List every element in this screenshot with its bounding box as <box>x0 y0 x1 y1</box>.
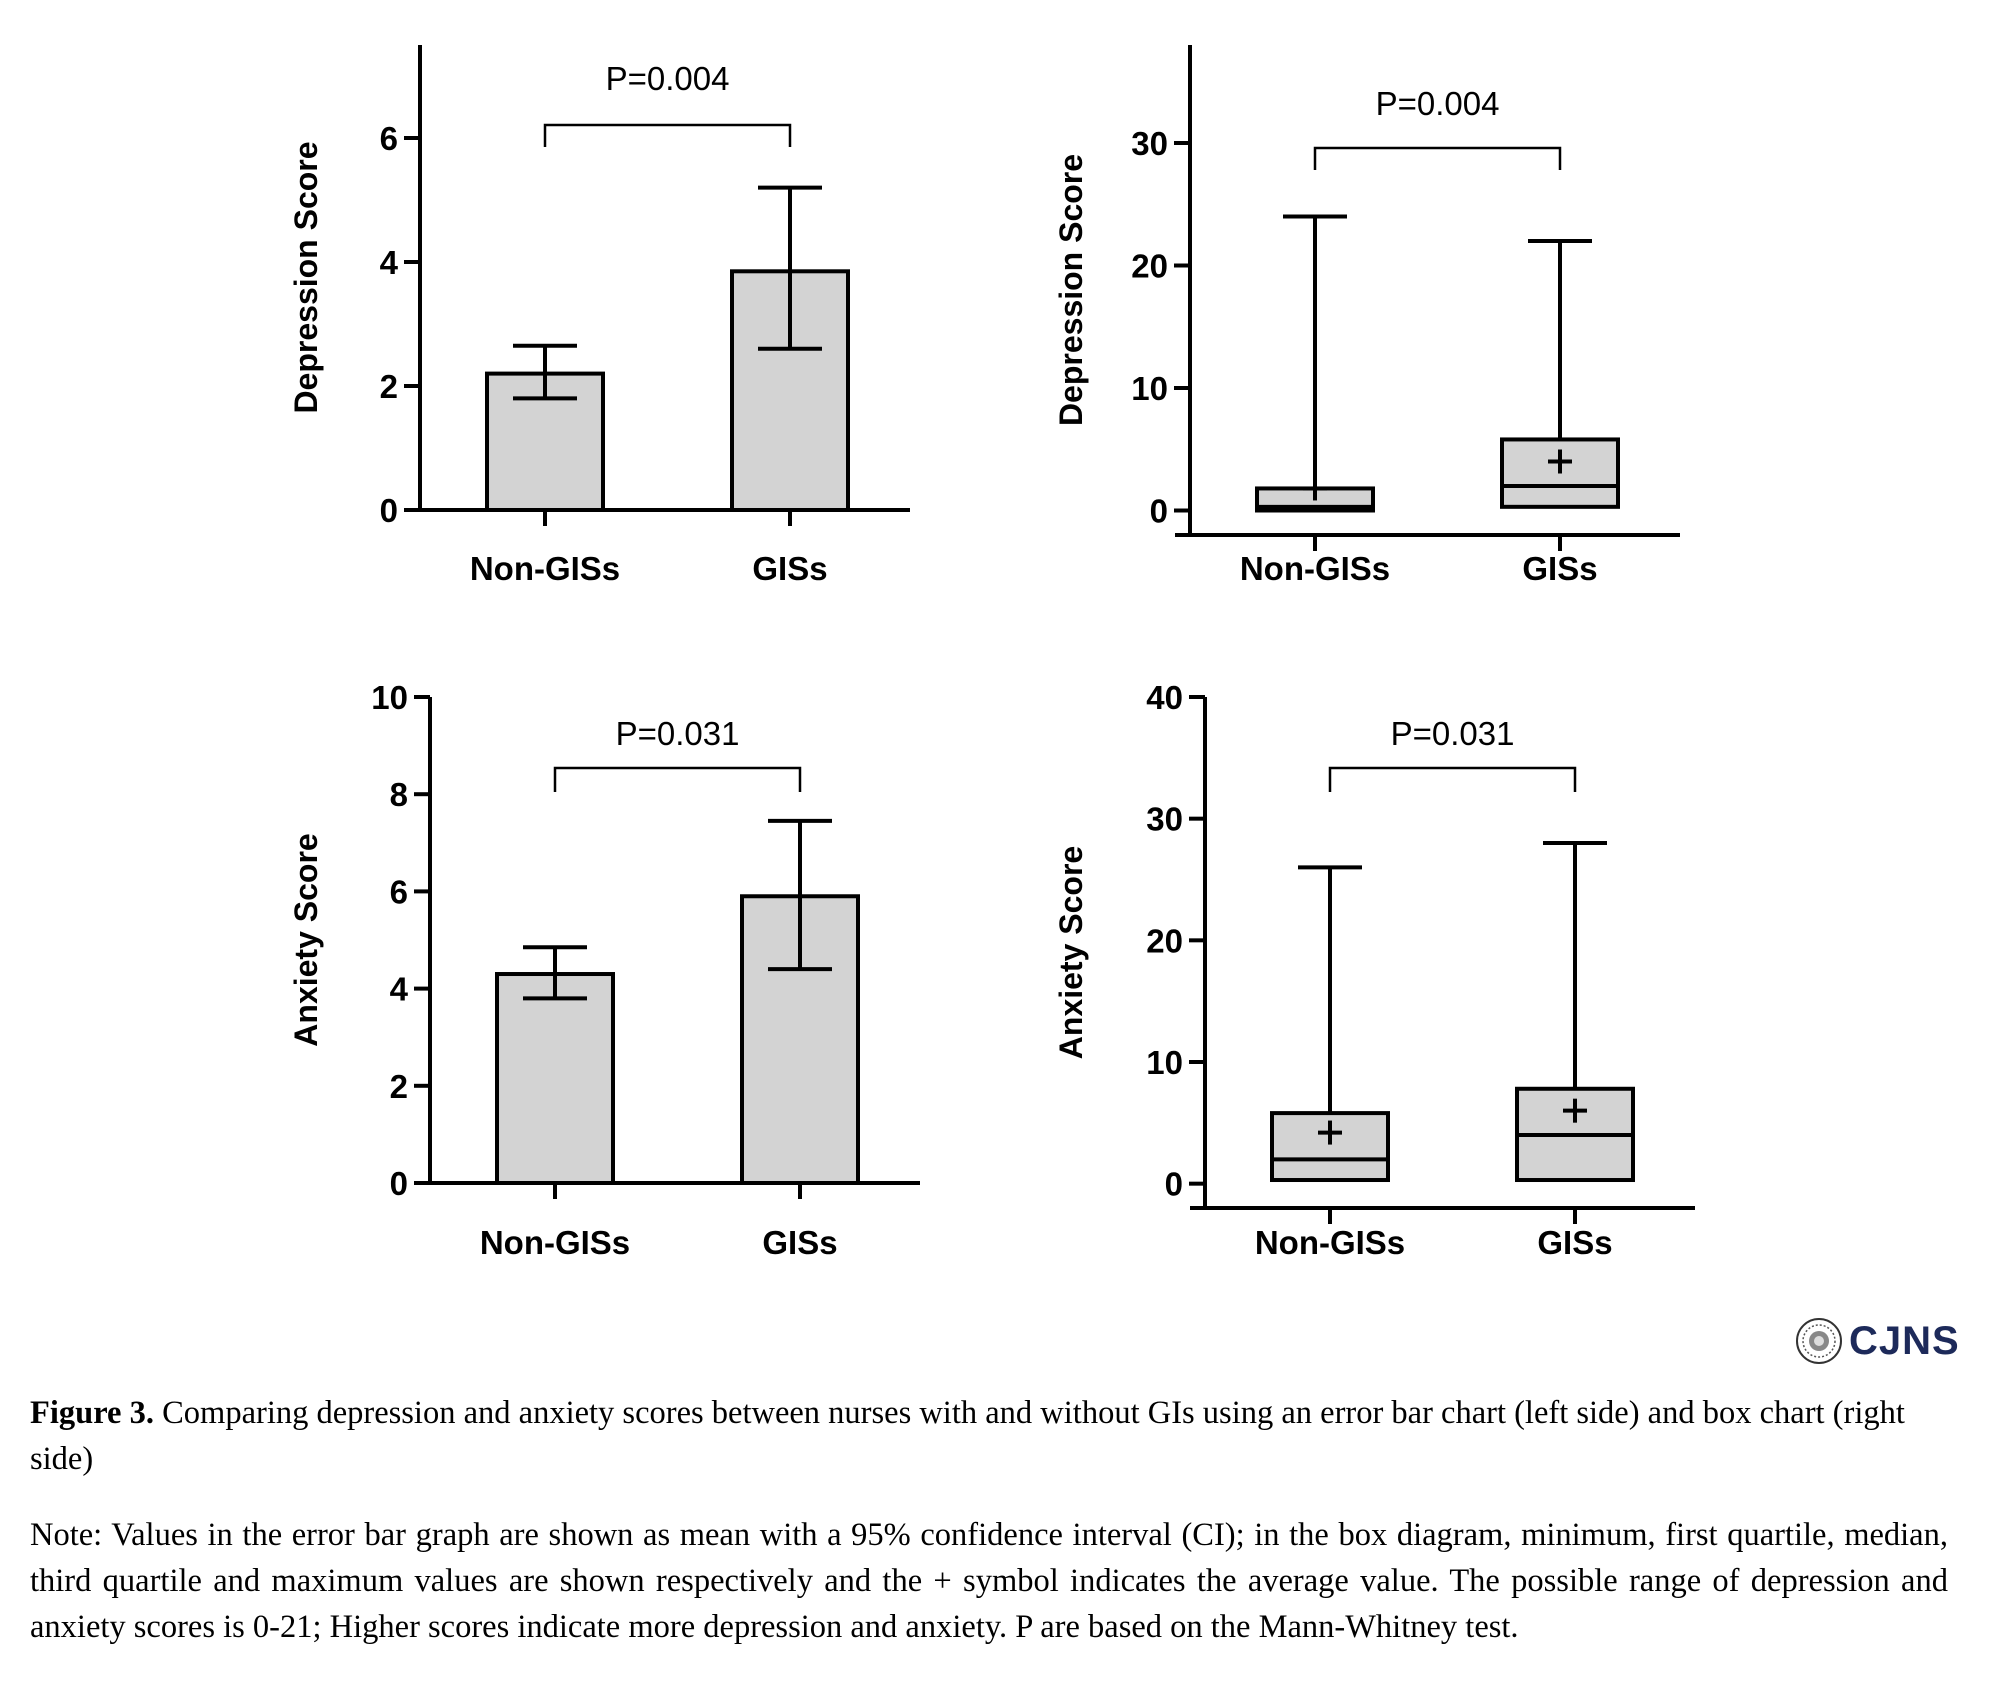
y-tick-label: 0 <box>1150 493 1168 530</box>
y-tick-label: 40 <box>1146 679 1183 716</box>
x-category-label: GISs <box>752 550 827 587</box>
figure-label: Figure 3. <box>30 1395 154 1431</box>
bar <box>495 972 615 1185</box>
p-value-label: P=0.004 <box>1376 85 1500 122</box>
y-tick-label: 4 <box>380 244 399 281</box>
y-tick-label: 0 <box>1165 1166 1183 1203</box>
x-category-label: Non-GISs <box>470 550 620 587</box>
anxiety-box-chart: 0 10 20 30 40 Anxiety Score Non-GISs GISs P=0.03… <box>1040 670 1740 1270</box>
y-axis-label: Depression Score <box>1053 154 1089 426</box>
chart-svg: 0 2 4 6 8 10 Anxiety Score Non-GISs GISs P=0.031 <box>288 679 920 1261</box>
significance-bracket <box>1328 766 1577 792</box>
y-tick-label: 6 <box>380 120 398 157</box>
y-axis-label: Anxiety Score <box>1053 846 1089 1059</box>
x-category-label: GISs <box>762 1224 837 1261</box>
figure-note: Note: Values in the error bar graph are … <box>30 1517 1948 1645</box>
depression-error-bar-chart: 0 2 4 6 Depression Score Non-GISs GISs P=0.004 <box>280 20 940 610</box>
y-tick-label: 10 <box>1146 1044 1183 1081</box>
x-category-label: GISs <box>1537 1224 1612 1261</box>
y-axis-label: Anxiety Score <box>288 833 324 1046</box>
y-axis-label: Depression Score <box>288 141 324 413</box>
y-tick-label: 10 <box>371 679 408 716</box>
y-tick-label: 30 <box>1131 125 1168 162</box>
logo-text: CJNS <box>1849 1318 1960 1363</box>
journal-logo: CJNS <box>1795 1315 1960 1367</box>
chart-svg: 0 2 4 6 Depression Score Non-GISs GISs P=0.004 <box>288 45 910 587</box>
significance-bracket <box>1313 146 1562 170</box>
seal-icon <box>1796 1318 1842 1364</box>
p-value-label: P=0.031 <box>1391 715 1515 752</box>
chart-svg: 0 10 20 30 Depression Score Non-GISs GISs P=0.0… <box>1053 45 1680 587</box>
y-tick-label: 30 <box>1146 801 1183 838</box>
y-tick-label: 2 <box>380 368 398 405</box>
y-tick-label: 0 <box>380 492 398 529</box>
p-value-label: P=0.004 <box>606 60 730 97</box>
x-category-label: Non-GISs <box>1240 550 1390 587</box>
y-tick-label: 4 <box>390 971 409 1008</box>
y-tick-label: 8 <box>390 776 408 813</box>
y-tick-label: 10 <box>1131 370 1168 407</box>
y-tick-label: 2 <box>390 1068 408 1105</box>
depression-box-chart: 0 10 20 30 Depression Score Non-GISs GISs P=0.0… <box>1040 20 1740 610</box>
x-category-label: Non-GISs <box>1255 1224 1405 1261</box>
figure-caption: Figure 3. Comparing depression and anxie… <box>30 1390 1948 1482</box>
anxiety-error-bar-chart: 0 2 4 6 8 10 Anxiety Score Non-GISs GISs P=0.031 <box>280 670 960 1270</box>
y-tick-label: 20 <box>1131 248 1168 285</box>
chart-svg: 0 10 20 30 40 Anxiety Score Non-GISs GISs P=0.03… <box>1053 679 1695 1261</box>
caption-text: Comparing depression and anxiety scores … <box>30 1395 1905 1477</box>
y-tick-label: 6 <box>390 873 408 910</box>
y-tick-label: 0 <box>390 1165 408 1202</box>
x-category-label: GISs <box>1522 550 1597 587</box>
significance-bracket <box>543 123 792 147</box>
y-tick-label: 20 <box>1146 922 1183 959</box>
p-value-label: P=0.031 <box>616 715 740 752</box>
significance-bracket <box>553 766 802 792</box>
x-category-label: Non-GISs <box>480 1224 630 1261</box>
